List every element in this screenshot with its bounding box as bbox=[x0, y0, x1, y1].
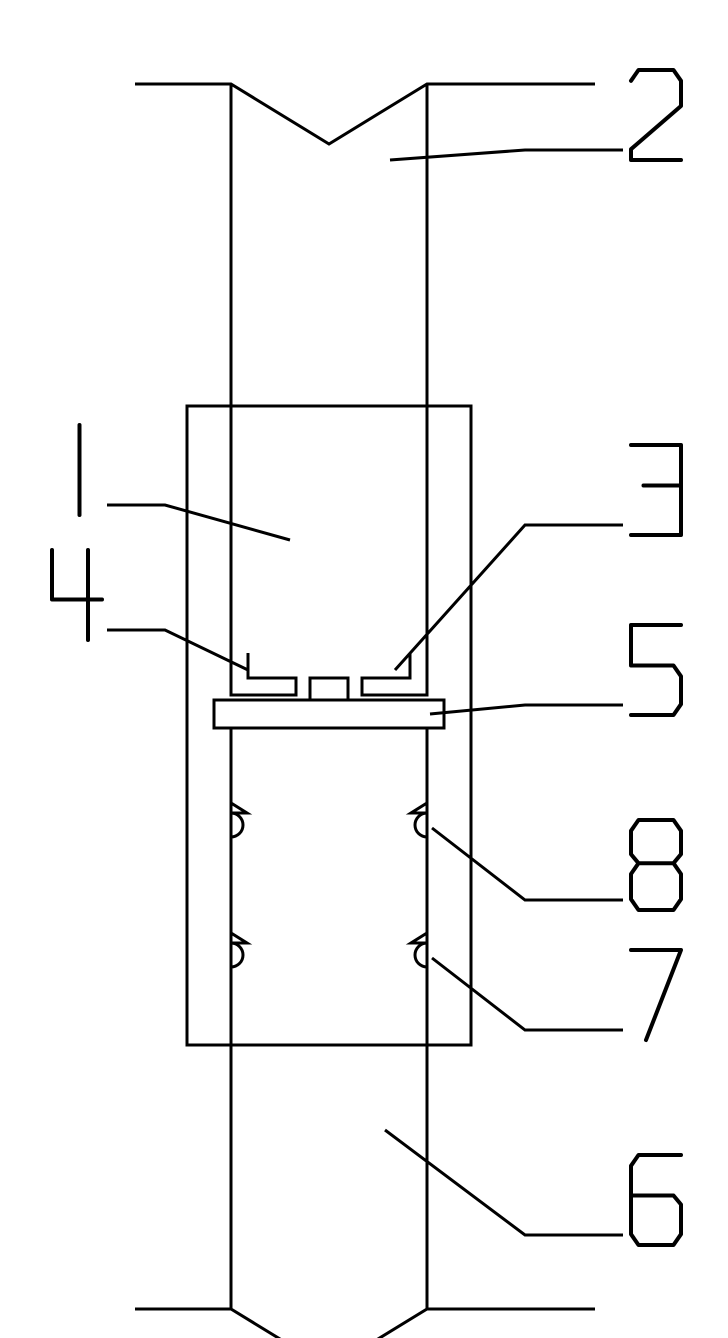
callout-leader bbox=[107, 630, 248, 670]
roller bbox=[231, 803, 247, 837]
roller bbox=[411, 803, 427, 837]
callout-label bbox=[631, 820, 681, 910]
callout-label bbox=[631, 950, 681, 1040]
callout-label bbox=[631, 445, 681, 535]
t-bar-plate bbox=[214, 700, 444, 728]
diagram-canvas bbox=[0, 0, 728, 1338]
callout-label bbox=[631, 70, 681, 160]
callout-leader bbox=[432, 828, 623, 900]
t-bar-stem bbox=[310, 678, 348, 700]
callout-leader bbox=[385, 1130, 623, 1235]
callout-leader bbox=[430, 705, 623, 714]
callout-label bbox=[52, 550, 102, 640]
roller bbox=[231, 933, 247, 967]
callout-label bbox=[631, 1155, 681, 1245]
callout-leader bbox=[107, 505, 290, 540]
lower-break-line bbox=[135, 1309, 595, 1338]
callout-leader bbox=[390, 150, 623, 160]
callout-leader bbox=[432, 958, 623, 1030]
roller bbox=[411, 933, 427, 967]
z-bracket-left bbox=[231, 653, 296, 695]
upper-break-line bbox=[135, 84, 595, 144]
callout-label bbox=[631, 625, 681, 715]
callout-leader bbox=[395, 525, 623, 670]
z-bracket-right bbox=[362, 653, 427, 695]
